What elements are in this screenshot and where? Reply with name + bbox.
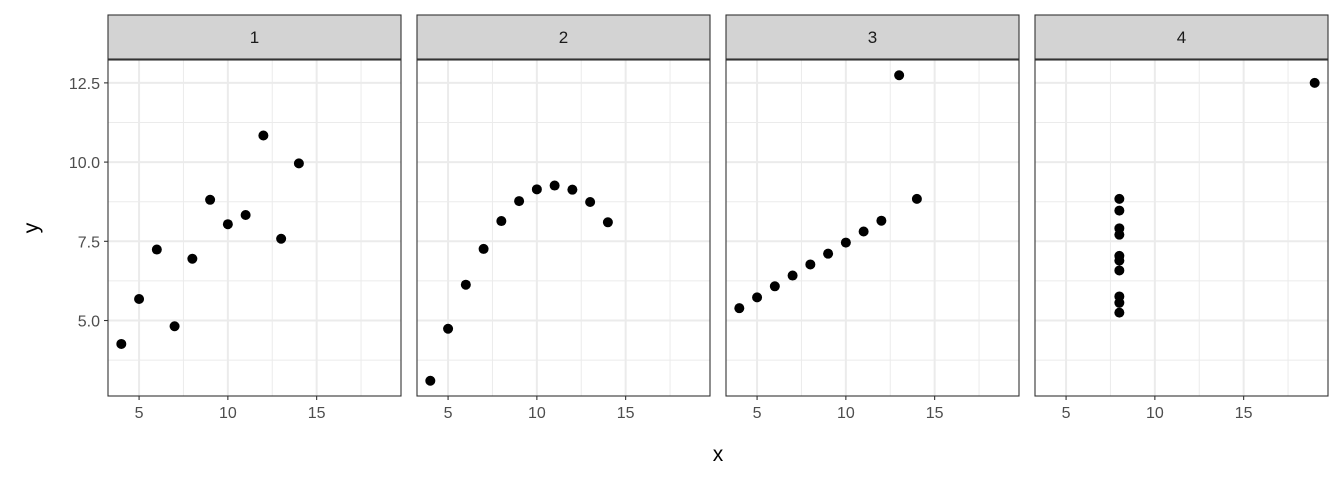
- data-point: [425, 375, 436, 386]
- y-tick-label: 5.0: [78, 314, 100, 331]
- panel-background: [1035, 60, 1328, 396]
- data-point: [585, 197, 596, 208]
- data-point: [258, 130, 269, 141]
- x-tick-label: 5: [1062, 405, 1071, 422]
- data-point: [222, 219, 233, 230]
- data-point: [1114, 193, 1125, 204]
- facet-strip-label: 2: [559, 28, 568, 47]
- facet-strip: [1034, 14, 1329, 60]
- data-point: [894, 70, 905, 81]
- facet-strip: [725, 14, 1020, 60]
- facet-panel-1: 15 10 15: [107, 14, 402, 422]
- facet-strip: [107, 14, 402, 60]
- data-point: [858, 226, 869, 237]
- panel-background: [726, 60, 1019, 396]
- facet-panel-2: 2 5 10 15: [416, 14, 711, 422]
- panel-border: [416, 59, 711, 397]
- x-tick-label: 10: [219, 405, 237, 422]
- data-point: [823, 248, 834, 259]
- data-point: [734, 303, 745, 314]
- data-point: [1309, 77, 1320, 88]
- panel-border: [725, 59, 1020, 397]
- data-point: [840, 237, 851, 248]
- x-tick-label: 5: [444, 405, 453, 422]
- data-point: [1114, 223, 1125, 234]
- facet-strip-label: 3: [868, 28, 877, 47]
- panel-background: [108, 60, 401, 396]
- data-point: [549, 180, 560, 191]
- x-axis-label: x: [713, 443, 724, 466]
- data-point: [876, 215, 887, 226]
- data-point: [496, 216, 507, 227]
- x-tick-label: 5: [135, 405, 144, 422]
- data-point: [1114, 255, 1125, 266]
- data-point: [240, 210, 251, 221]
- data-point: [1114, 205, 1125, 216]
- panel-border: [107, 59, 402, 397]
- data-point: [805, 259, 816, 270]
- panel-background: [417, 60, 710, 396]
- y-tick-label: 10.0: [69, 155, 100, 172]
- data-point: [187, 253, 198, 264]
- x-tick-label: 15: [926, 405, 944, 422]
- data-point: [769, 281, 780, 292]
- data-point: [276, 233, 287, 244]
- data-point: [752, 292, 763, 303]
- data-point: [478, 243, 489, 254]
- data-point: [567, 184, 578, 195]
- data-point: [1114, 265, 1125, 276]
- x-tick-label: 15: [1235, 405, 1253, 422]
- facet-strip-label: 4: [1177, 28, 1186, 47]
- data-point: [787, 270, 798, 281]
- x-tick-label: 15: [617, 405, 635, 422]
- data-point: [531, 184, 542, 195]
- y-tick-label: 12.5: [69, 76, 100, 93]
- panel-border: [1034, 59, 1329, 397]
- data-point: [116, 338, 127, 349]
- data-point: [514, 196, 525, 207]
- facet-strip-label: 1: [250, 28, 259, 47]
- data-point: [205, 194, 216, 205]
- data-point: [443, 323, 454, 334]
- data-point: [1114, 297, 1125, 308]
- data-point: [460, 279, 471, 290]
- y-tick-label: 7.5: [78, 234, 100, 251]
- x-tick-label: 10: [528, 405, 546, 422]
- data-point: [1114, 307, 1125, 318]
- data-point: [602, 217, 613, 228]
- data-point: [134, 293, 145, 304]
- x-tick-label: 5: [753, 405, 762, 422]
- x-tick-label: 15: [308, 405, 326, 422]
- data-point: [169, 321, 180, 332]
- data-point: [151, 244, 162, 255]
- facet-panel-4: 4 5 10 15: [1034, 14, 1329, 422]
- facet-panel-3: 3 5 10 15: [725, 14, 1020, 422]
- data-point: [293, 158, 304, 169]
- y-axis-label: y: [20, 222, 43, 233]
- x-tick-label: 10: [1146, 405, 1164, 422]
- data-point: [911, 193, 922, 204]
- x-tick-label: 10: [837, 405, 855, 422]
- facet-strip: [416, 14, 711, 60]
